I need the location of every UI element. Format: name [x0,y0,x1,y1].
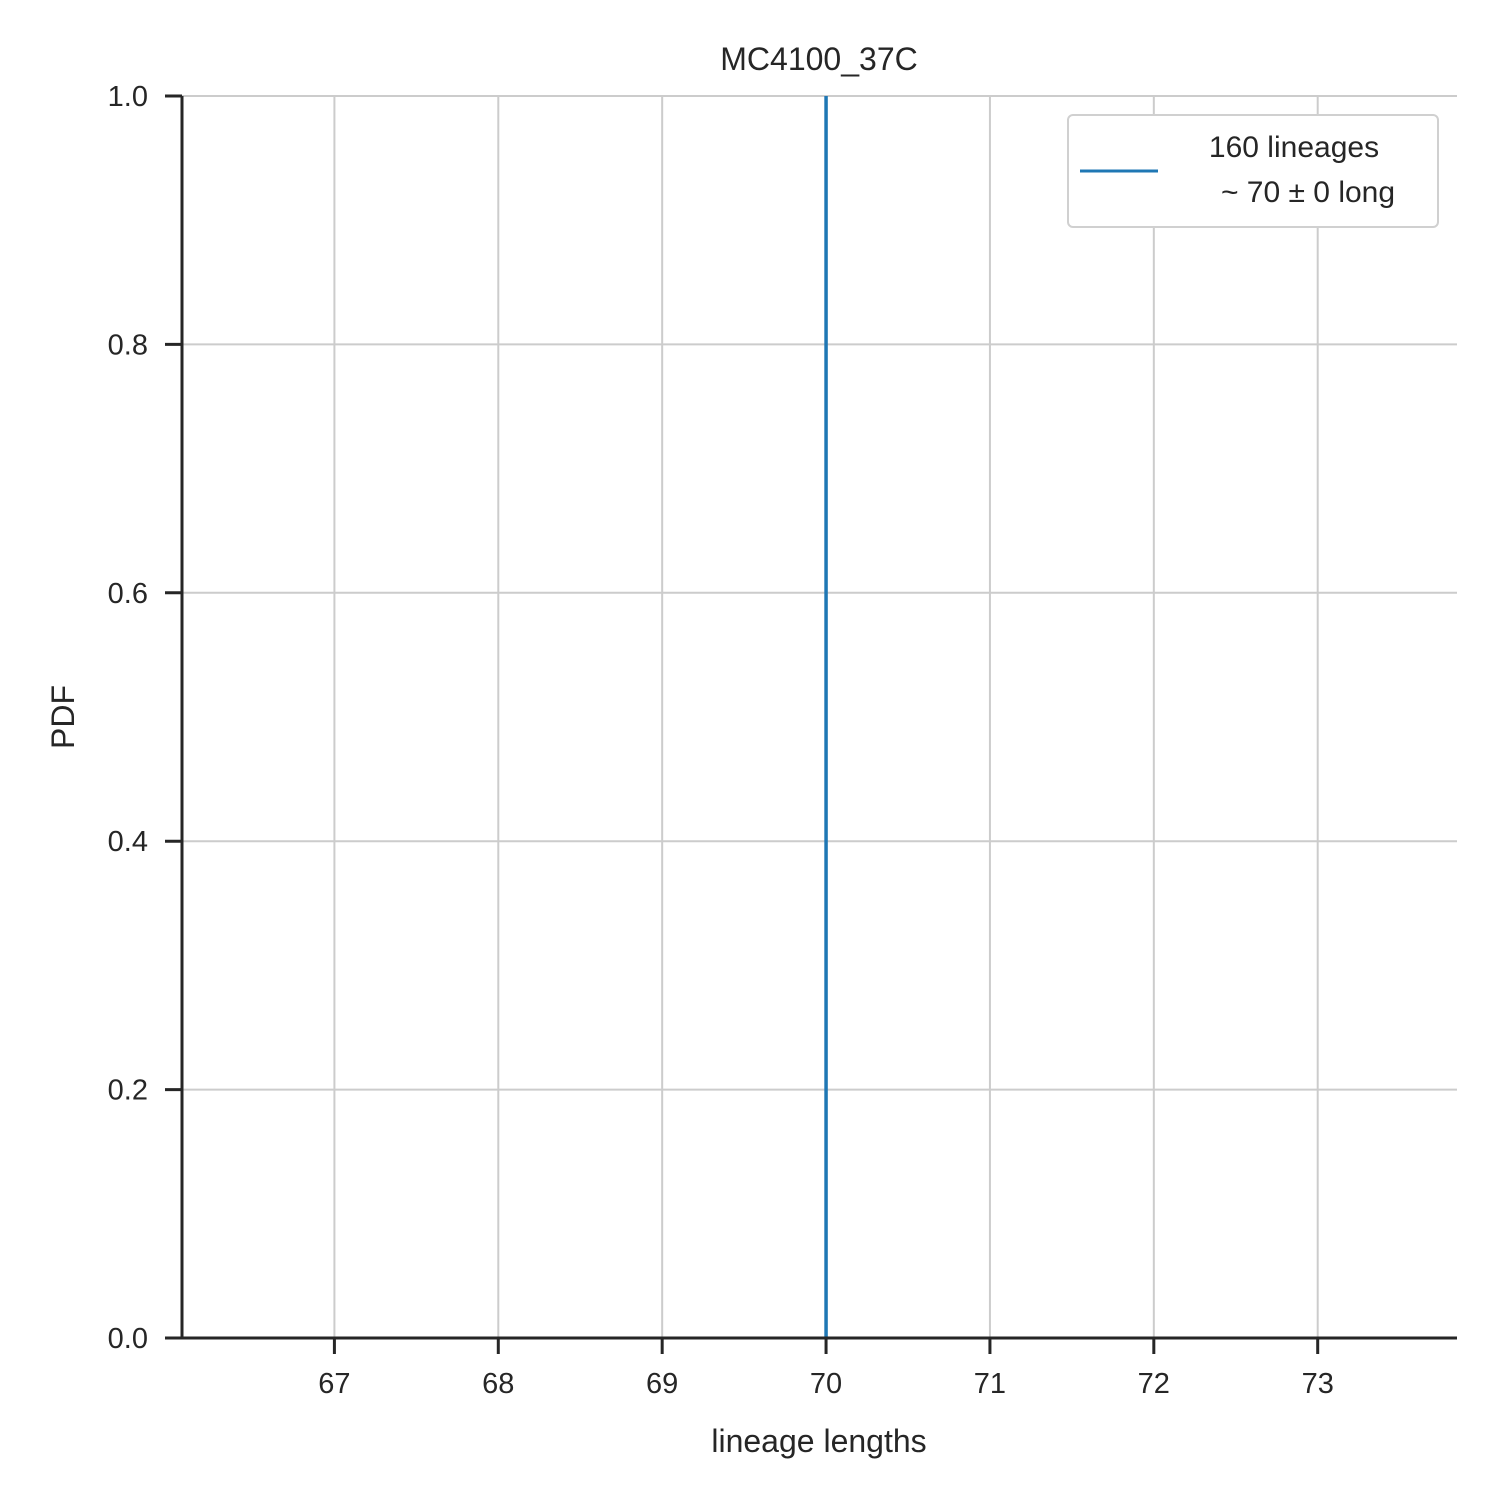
y-tick-label: 0.6 [108,578,148,610]
y-tick-label: 1.0 [108,81,148,113]
x-tick-label: 73 [1302,1368,1334,1400]
y-tick-label: 0.8 [108,329,148,361]
x-tick-label: 72 [1138,1368,1170,1400]
y-tick-label: 0.0 [108,1323,148,1355]
x-tick-label: 71 [974,1368,1006,1400]
axes [180,96,1457,1340]
y-tick-label: 0.2 [108,1075,148,1107]
x-axis-label: lineage lengths [711,1423,926,1459]
x-tick-label: 68 [482,1368,514,1400]
legend-label-line-1: 160 lineages [1209,131,1379,164]
x-tick-label: 70 [810,1368,842,1400]
y-tick-label: 0.4 [108,826,148,858]
legend: 160 lineages ~ 70 ± 0 long [1067,114,1439,228]
y-ticks: 0.0 0.2 0.4 0.6 0.8 1.0 [108,81,182,1355]
x-tick-label: 67 [318,1368,350,1400]
chart-title: MC4100_37C [720,41,917,77]
y-axis-label: PDF [45,685,81,749]
legend-label-line-2: ~ 70 ± 0 long [1221,176,1395,209]
legend-box [1067,114,1439,228]
x-tick-label: 69 [646,1368,678,1400]
x-ticks: 67 68 69 70 71 72 73 [318,1338,1334,1400]
grid [182,95,1457,1339]
